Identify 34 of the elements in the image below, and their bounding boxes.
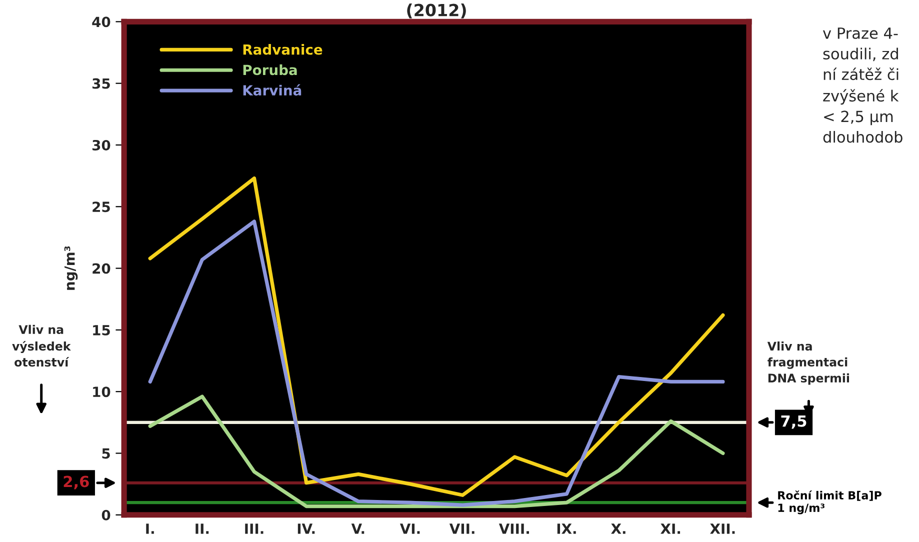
y-axis-title: ng/m³: [64, 246, 78, 290]
x-tick-label: XI.: [660, 524, 680, 534]
x-tick-label: VI.: [400, 524, 420, 534]
y-tick-label: 30: [92, 140, 110, 150]
y-tick-label: 35: [92, 78, 110, 89]
x-tick-label: I.: [146, 524, 154, 534]
x-tick-label: III.: [245, 524, 264, 534]
legend-label: Karviná: [243, 84, 302, 96]
ref-line-label: 7,5: [781, 416, 806, 429]
legend-label: Radvanice: [243, 44, 322, 55]
y-tick-label: 10: [93, 386, 110, 398]
y-tick-label: 25: [92, 202, 110, 212]
ref-line-label: Roční limit B[a]P 1 ng/m³: [778, 490, 882, 514]
y-tick-label: 0: [102, 510, 110, 520]
text: Vliv na fragmentaci DNA spermii: [767, 341, 849, 385]
y-tick-label: 40: [92, 16, 110, 28]
x-tick-label: XII.: [710, 524, 735, 534]
x-tick-label: II.: [196, 524, 209, 534]
x-tick-label: IV.: [298, 524, 315, 534]
legend-label: Poruba: [243, 64, 297, 76]
y-tick-label: 20: [92, 263, 110, 274]
text: Vliv na výsledek otenství: [12, 324, 71, 367]
chart-title: (2012): [407, 3, 466, 18]
line-series: [148, 220, 725, 507]
x-tick-label: VII.: [449, 524, 474, 534]
x-tick-label: X.: [611, 524, 626, 534]
line-series: [148, 394, 725, 508]
x-tick-label: V.: [351, 524, 364, 534]
x-tick-label: VIII.: [498, 524, 529, 534]
y-tick-label: 5: [102, 448, 110, 459]
ref-line-label: 2,6: [64, 476, 89, 490]
text: v Praze 4- soudili, zd ní zátěž či zvýšené k < 2,5 μm dlouhodob: [822, 28, 902, 143]
x-tick-label: IX.: [557, 524, 576, 534]
y-tick-label: 15: [93, 325, 110, 336]
